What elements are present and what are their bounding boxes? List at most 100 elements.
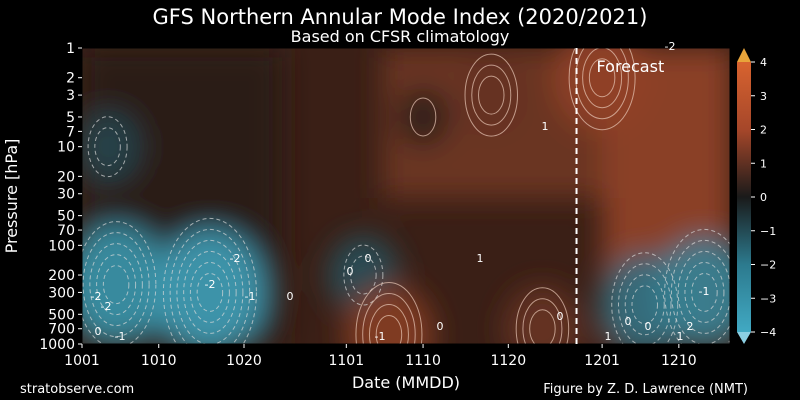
- y-tick-label: 50: [57, 209, 75, 225]
- contour-value-label: 0: [625, 315, 632, 328]
- x-tick-label: 1010: [141, 353, 177, 369]
- colorbar-tick-label: −2: [760, 259, 776, 272]
- contour-line: [529, 309, 556, 344]
- contour-value-label: -2: [230, 252, 241, 265]
- y-tick-label: 3: [66, 88, 75, 104]
- y-tick-label: 10: [57, 140, 75, 156]
- x-tick-label: 1020: [226, 353, 262, 369]
- contour-line: [375, 314, 403, 344]
- y-tick-label: 2: [66, 71, 75, 87]
- contour-line: [568, 48, 636, 131]
- contour-value-label: -1: [699, 285, 710, 298]
- plot-area: [82, 48, 730, 344]
- footer-credit: Figure by Z. D. Lawrence (NMT): [543, 382, 748, 397]
- colorbar-extend-top: [737, 48, 751, 62]
- contour-line: [684, 261, 725, 323]
- y-tick-label: 20: [57, 169, 75, 185]
- x-tick-label: 1201: [584, 353, 620, 369]
- anomaly-center: [554, 48, 650, 131]
- anomaly-center: [343, 284, 434, 344]
- anomaly-center: [82, 109, 141, 184]
- x-tick-label: 1001: [64, 353, 100, 369]
- contour-line: [350, 255, 377, 295]
- colorbar-tick-label: −4: [760, 326, 776, 339]
- y-tick-label: 30: [57, 187, 75, 203]
- x-axis: 1001 1010 1020 1101 1110 1120 1201 1210: [64, 344, 697, 369]
- contour-line: [478, 75, 505, 115]
- contour-line: [409, 97, 437, 137]
- colorbar-tick-label: 0: [760, 191, 767, 204]
- contour-line: [162, 217, 257, 344]
- contour-line: [87, 116, 128, 178]
- contour-line: [176, 239, 244, 344]
- y-tick-label: 200: [48, 268, 75, 284]
- x-axis-label: Date (MMDD): [352, 373, 460, 392]
- contour-value-label: 0: [287, 290, 294, 303]
- footer-site: stratobserve.com: [20, 382, 134, 397]
- y-tick-label: 300: [48, 285, 75, 301]
- contour-line: [464, 53, 519, 137]
- contour-value-label: 2: [687, 320, 694, 333]
- contour-line: [189, 261, 230, 323]
- anomaly-center: [153, 229, 267, 344]
- anomaly-center: [654, 237, 730, 344]
- contour-line: [522, 298, 563, 344]
- contour-value-label: 1: [477, 252, 484, 265]
- y-tick-label: 1000: [39, 337, 75, 353]
- contour-value-label: -2: [665, 40, 676, 53]
- contour-value-label: 1: [605, 330, 612, 343]
- contour-line: [169, 228, 251, 344]
- y-tick-label: 500: [48, 307, 75, 323]
- colorbar-tick-label: 4: [760, 56, 767, 69]
- contour-line: [94, 127, 121, 167]
- contour-value-label: -1: [375, 330, 386, 343]
- contour-line: [582, 48, 623, 109]
- contour-line: [611, 252, 679, 344]
- colorbar-tick-label: 2: [760, 124, 767, 137]
- contour-lines: [82, 48, 730, 344]
- y-tick-label: 7: [66, 124, 75, 140]
- y-axis-label: Pressure [hPa]: [2, 139, 21, 254]
- contour-value-label: 0: [347, 265, 354, 278]
- contour-line: [82, 221, 157, 344]
- x-tick-label: 1110: [405, 353, 441, 369]
- contour-line: [471, 64, 512, 126]
- contour-value-label: 0: [365, 252, 372, 265]
- chart-title: GFS Northern Annular Mode Index (2020/20…: [153, 5, 648, 29]
- contour-line: [368, 303, 409, 344]
- colorbar-extend-bottom: [737, 332, 751, 344]
- contour-value-label: 0: [557, 310, 564, 323]
- contour-value-label: -1: [245, 290, 256, 303]
- contour-value-label: -2: [91, 290, 102, 303]
- contour-line: [183, 250, 237, 334]
- forecast-label: Forecast: [597, 57, 665, 76]
- contour-value-label: -1: [115, 330, 126, 343]
- y-tick-label: 70: [57, 223, 75, 239]
- contour-value-label: -2: [101, 300, 112, 313]
- anomaly-field: [82, 48, 730, 344]
- contour-line: [515, 287, 570, 344]
- anomaly-center: [396, 86, 451, 147]
- contour-value-label: -2: [205, 278, 216, 291]
- contour-value-label: 1: [542, 120, 549, 133]
- colorbar-tick-label: −1: [760, 225, 776, 238]
- colorbar-tick-label: 3: [760, 90, 767, 103]
- colorbar-tick-label: 1: [760, 157, 767, 170]
- contour-line: [624, 274, 665, 336]
- contour-line: [670, 239, 730, 344]
- contour-line: [355, 281, 423, 344]
- y-tick-label: 5: [66, 110, 75, 126]
- contour-line: [677, 250, 730, 334]
- contour-line: [102, 265, 130, 305]
- plot-frame: [81, 47, 731, 345]
- contour-line: [617, 263, 672, 344]
- colorbar-scale: [737, 62, 751, 332]
- contour-line: [362, 292, 416, 344]
- contour-line: [96, 254, 137, 316]
- x-tick-label: 1120: [490, 353, 526, 369]
- contour-value-label: 0: [437, 320, 444, 333]
- colorbar: 4 3 2 1 0 −1 −2 −3 −4: [737, 48, 776, 344]
